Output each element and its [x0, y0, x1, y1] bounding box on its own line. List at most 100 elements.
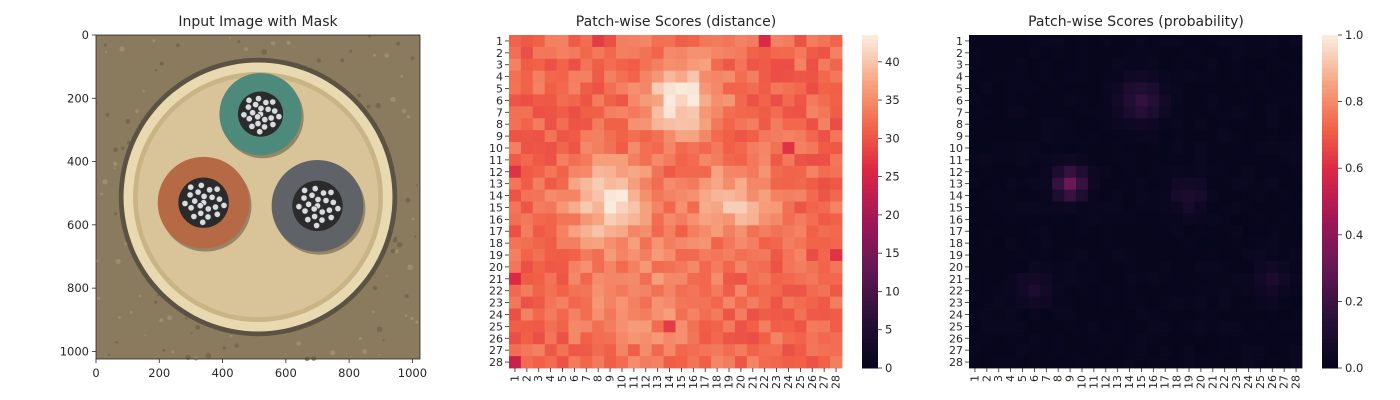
heatmap-cell [1183, 58, 1196, 72]
heatmap-cell [1076, 284, 1089, 298]
heatmap-cell [1064, 356, 1077, 369]
texture-speck [113, 147, 118, 153]
heatmap-cell [699, 82, 712, 95]
x-tick-label: 5 [556, 375, 569, 382]
wire-strand [255, 95, 262, 102]
colorbar-segment [862, 147, 878, 153]
heatmap-cell [675, 332, 688, 345]
heatmap-cell [969, 177, 982, 190]
heatmap-cell [992, 142, 1006, 155]
heatmap-cell [1028, 82, 1041, 95]
heatmap-cell [806, 142, 819, 155]
heatmap-cell [532, 344, 546, 357]
heatmap-cell [1278, 106, 1291, 119]
heatmap-cell [1218, 35, 1232, 48]
colorbar-segment [862, 351, 878, 357]
y-tick-label: 6 [496, 94, 503, 107]
heatmap-cell [616, 320, 629, 333]
heatmap-cell [580, 82, 593, 95]
colorbar-segment [1322, 355, 1338, 361]
heatmap-cell [1111, 237, 1124, 250]
wire-strand [197, 209, 205, 217]
heatmap-cell [1028, 272, 1041, 286]
colorbar-segment [862, 230, 878, 236]
inner-fill [137, 76, 379, 318]
heatmap-cell [830, 189, 843, 202]
heatmap-cell [1290, 58, 1303, 72]
heatmap-cell [806, 177, 819, 190]
x-tick-label: 2 [520, 375, 533, 382]
heatmap-cell [1278, 308, 1291, 321]
heatmap-cell [687, 130, 700, 143]
heatmap-cell [639, 130, 653, 143]
colorbar-segment [1322, 68, 1338, 73]
heatmap-cell [1266, 70, 1279, 83]
heatmap-cell [1087, 332, 1101, 345]
heatmap-cell [1004, 344, 1017, 357]
heatmap-cell [1052, 356, 1065, 369]
texture-speck [373, 53, 376, 57]
colorbar-segment [862, 118, 878, 123]
wire-strand [275, 113, 283, 120]
y-tick-label: 16 [489, 213, 503, 226]
colorbar-segment [1322, 118, 1338, 123]
heatmap-cell [711, 201, 724, 214]
heatmap-cell [758, 260, 772, 274]
heatmap-cell [1111, 296, 1124, 309]
heatmap-cell [980, 344, 994, 357]
heatmap-cell [639, 213, 653, 226]
heatmap-cell [1159, 284, 1172, 298]
heatmap-cell [1064, 332, 1077, 345]
heatmap-cell [711, 106, 724, 119]
heatmap-cell [1004, 177, 1017, 190]
heatmap-cell [1290, 94, 1303, 107]
heatmap-cell [782, 82, 795, 95]
heatmap-cell [980, 213, 994, 226]
heatmap-cell [1016, 142, 1029, 155]
heatmap-cell [1159, 165, 1172, 179]
heatmap-cell [1028, 308, 1041, 321]
heatmap-cell [1028, 118, 1041, 131]
heatmap-cell [794, 35, 807, 48]
heatmap-cell [1290, 356, 1303, 369]
heatmap-cell [651, 332, 664, 345]
heatmap-cell [1147, 225, 1160, 238]
heatmap-cell [1266, 320, 1279, 333]
heatmap-cell [1076, 58, 1089, 72]
heatmap-cell [1183, 201, 1196, 214]
heatmap-cell [604, 237, 617, 250]
heatmap-cell [758, 153, 772, 167]
heatmap-cell [1254, 308, 1267, 321]
heatmap-cell [616, 142, 629, 155]
heatmap-cell [651, 308, 664, 321]
heatmap-cell [1052, 118, 1065, 131]
heatmap-cell [1099, 177, 1113, 190]
heatmap-cell [734, 58, 748, 72]
heatmap-cell [1076, 94, 1089, 107]
wire-strand [244, 103, 252, 111]
texture-speck [96, 296, 100, 300]
heatmap-cell [1016, 58, 1029, 72]
heatmap-cell [818, 308, 831, 321]
heatmap-cell [711, 70, 724, 83]
texture-speck [316, 58, 322, 63]
heatmap-cell [1254, 106, 1267, 119]
heatmap-cell [711, 153, 724, 167]
colorbar-segment [1322, 363, 1338, 369]
heatmap-cell [758, 94, 772, 107]
heatmap-cell [1290, 272, 1303, 286]
heatmap-cell [1278, 35, 1291, 48]
heatmap-cell [1183, 308, 1196, 321]
texture-speck [362, 349, 368, 354]
heatmap-cell [806, 308, 819, 321]
heatmap-cell [1242, 260, 1255, 274]
heatmap-cell [592, 153, 605, 167]
colorbar-segment [1322, 359, 1338, 365]
texture-speck [404, 314, 408, 317]
heatmap-cell [758, 165, 772, 179]
heatmap-cell [1278, 153, 1291, 167]
colorbar-tick-label: 15 [885, 246, 900, 260]
heatmap-cell [758, 344, 772, 357]
colorbar-segment [1322, 305, 1338, 311]
